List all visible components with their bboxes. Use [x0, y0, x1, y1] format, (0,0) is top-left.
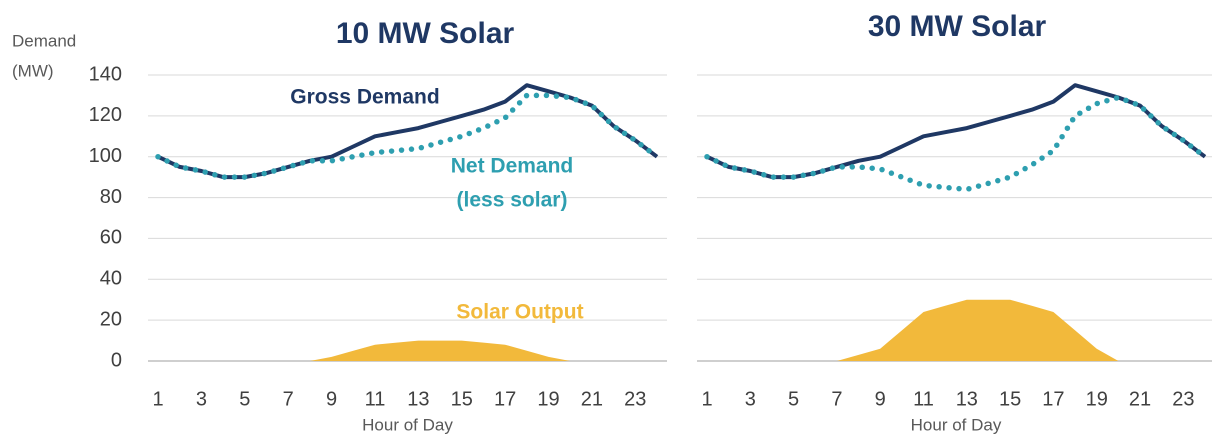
x-tick-label: 19: [537, 388, 559, 410]
x-tick-label: 15: [451, 388, 473, 410]
y-tick-label: 80: [100, 186, 122, 208]
x-tick-label: 11: [365, 388, 386, 410]
x-axis-title: Hour of Day: [362, 415, 453, 434]
y-tick-label: 60: [100, 227, 122, 249]
y-tick-label: 0: [111, 349, 122, 371]
x-tick-label: 7: [283, 388, 294, 410]
y-axis-title: (MW): [12, 61, 54, 80]
x-axis-title: Hour of Day: [911, 415, 1002, 434]
area: [707, 299, 1205, 361]
chart-title: 30 MW Solar: [868, 10, 1047, 43]
x-tick-label: 23: [1172, 388, 1194, 410]
x-tick-label: 23: [624, 388, 646, 410]
y-tick-label: 140: [89, 63, 122, 85]
x-tick-label: 7: [831, 388, 842, 410]
chart-title: 10 MW Solar: [336, 17, 515, 50]
series-label: Solar Output: [456, 301, 583, 324]
y-tick-label: 120: [89, 104, 122, 126]
x-tick-label: 5: [788, 388, 799, 410]
x-tick-label: 21: [1129, 388, 1151, 410]
x-tick-label: 17: [494, 388, 516, 410]
y-tick-label: 20: [100, 308, 122, 330]
x-tick-label: 1: [152, 388, 163, 410]
x-tick-label: 1: [701, 388, 712, 410]
x-tick-label: 21: [581, 388, 603, 410]
area: [158, 340, 657, 361]
x-tick-label: 9: [875, 388, 886, 410]
x-tick-label: 13: [956, 388, 978, 410]
x-tick-label: 11: [913, 388, 934, 410]
x-tick-label: 17: [1042, 388, 1064, 410]
line: [706, 83, 1207, 180]
x-tick-label: 5: [239, 388, 250, 410]
series-label: Net Demand: [451, 155, 574, 178]
x-tick-label: 3: [196, 388, 207, 410]
annotation: (less solar): [457, 189, 568, 212]
y-tick-label: 40: [100, 268, 122, 290]
y-axis-title: Demand: [12, 31, 76, 50]
x-tick-label: 13: [407, 388, 429, 410]
y-tick-label: 100: [89, 145, 122, 167]
dotted-line: [704, 94, 1208, 193]
x-tick-label: 3: [745, 388, 756, 410]
x-tick-label: 19: [1086, 388, 1108, 410]
x-tick-label: 15: [999, 388, 1021, 410]
series-label: Gross Demand: [290, 86, 439, 109]
x-tick-label: 9: [326, 388, 337, 410]
dotted-line: [155, 92, 660, 180]
